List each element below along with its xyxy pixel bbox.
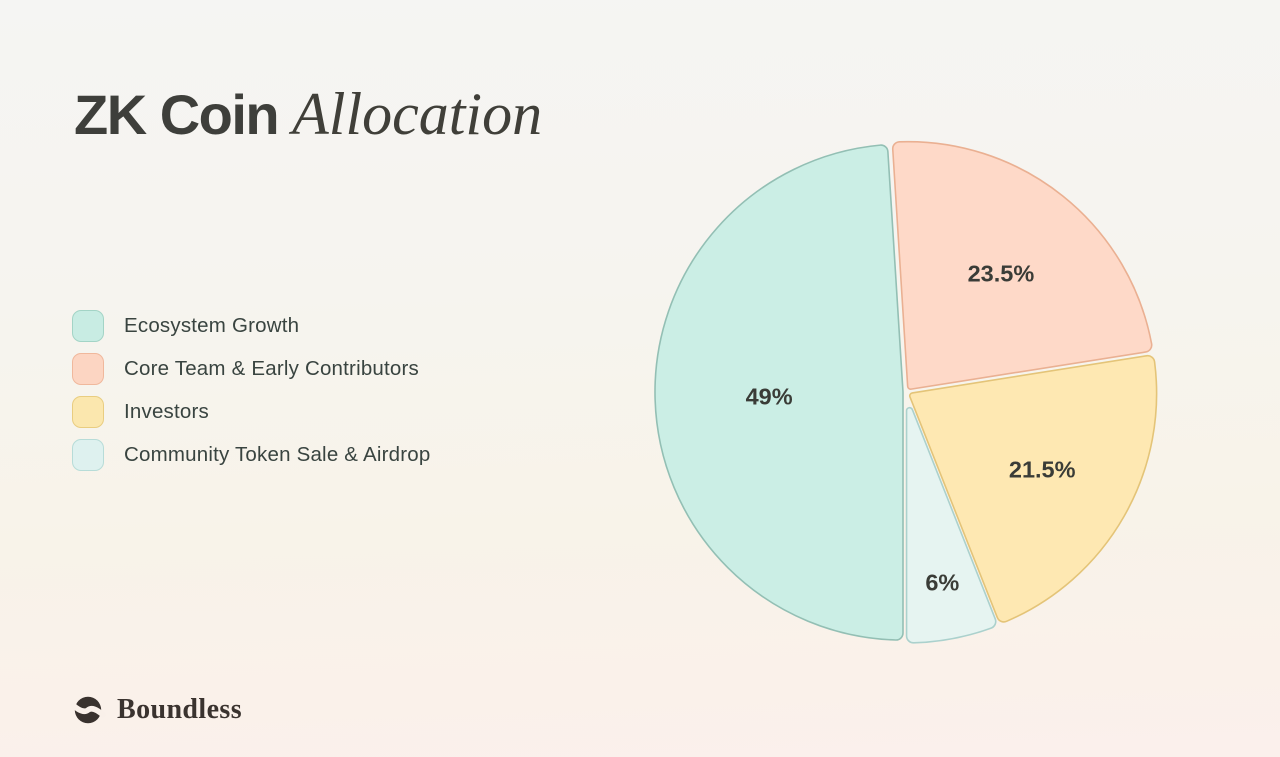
brand-name: Boundless — [117, 694, 242, 725]
legend-swatch — [72, 353, 104, 385]
page-title-italic: Allocation — [292, 81, 543, 147]
pie-slice-value-label: 23.5% — [968, 261, 1035, 287]
pie-slice-1 — [654, 144, 904, 641]
legend-swatch — [72, 396, 104, 428]
pie-slice-2 — [891, 140, 1153, 390]
legend-item: Community Token Sale & Airdrop — [72, 439, 430, 471]
legend-item-label: Core Team & Early Contributors — [124, 357, 420, 380]
legend: Ecosystem Growth Core Team & Early Contri… — [72, 310, 430, 471]
boundless-logo-icon — [70, 696, 106, 724]
legend-item-label: Ecosystem Growth — [124, 314, 300, 337]
pie-slice-4 — [905, 406, 997, 644]
page-title: ZK Coin Allocation — [74, 84, 542, 144]
page-title-regular: ZK Coin — [74, 83, 280, 146]
legend-swatch — [72, 310, 104, 342]
legend-item-label: Investors — [124, 400, 209, 423]
legend-item-label: Community Token Sale & Airdrop — [124, 443, 431, 466]
pie-slice-value-label: 6% — [925, 570, 959, 596]
pie-slice-3 — [908, 354, 1158, 623]
brand-footer: Boundless — [68, 694, 242, 726]
pie-slice-value-label: 49% — [746, 383, 793, 409]
legend-item: Core Team & Early Contributors — [72, 353, 430, 385]
legend-item: Investors — [72, 396, 430, 428]
legend-swatch — [72, 439, 104, 471]
legend-item: Ecosystem Growth — [72, 310, 430, 342]
pie-slice-value-label: 21.5% — [1009, 457, 1076, 483]
